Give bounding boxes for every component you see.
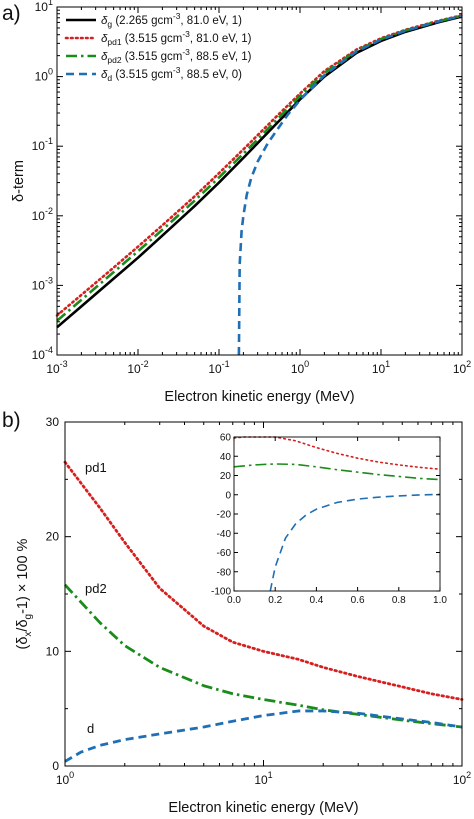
panel-a-y-tick-label: 10-3 [32, 275, 53, 292]
inset-y-tick-label: -60 [217, 548, 232, 559]
panel-a-x-tick-label: 10-3 [46, 359, 67, 376]
inset-y-tick-label: -100 [211, 587, 231, 598]
ylabel-sub1: x [23, 632, 34, 637]
panel-b-curve-labels: pd1 pd2 d [85, 460, 107, 736]
panel-b-y-tick-label: 20 [46, 530, 60, 544]
panel-b-x-axis-label: Electron kinetic energy (MeV) [168, 800, 358, 816]
panel-a-y-axis-label: δ-term [11, 160, 27, 202]
inset-x-tick-label: 0.2 [268, 595, 282, 606]
legend-label-d: δd (3.515 gcm-3, 88.5 eV, 0) [101, 65, 242, 83]
panel-a-series-pd2 [56, 14, 463, 322]
panel-a-letter: a) [2, 2, 21, 25]
inset-x-tick-label: 0.6 [351, 595, 365, 606]
panel-b-x-tick-label: 102 [453, 770, 471, 787]
inset-y-tick-label: -20 [217, 510, 232, 521]
panel-a-x-tick-label: 10-2 [127, 359, 148, 376]
panel-a-x-tick-label: 100 [291, 359, 309, 376]
panel-a-frame [56, 6, 463, 356]
inset-x-tick-label: 0.0 [227, 595, 241, 606]
inset-x-tick-label: 0.8 [392, 595, 406, 606]
panel-b-curves [63, 460, 464, 763]
panel-a-x-tick-label: 101 [372, 359, 390, 376]
legend-label-pd2: δpd2 (3.515 gcm-3, 88.5 eV, 1) [101, 47, 252, 65]
panel-b-x-tick-label: 100 [56, 770, 74, 787]
panel-b-series-d [64, 709, 463, 763]
panel-b-y-axis-label: (δx/δg-1) × 100 % [15, 538, 34, 649]
curve-label-d: d [87, 721, 94, 736]
panel-a-series-g [56, 15, 463, 329]
curve-label-pd1: pd1 [85, 460, 107, 475]
panel-a-series-pd1 [55, 14, 464, 317]
inset-y-tick-label: 0 [225, 490, 231, 501]
legend-label-pd1: δpd1 (3.515 gcm-3, 81.0 eV, 1) [101, 29, 252, 47]
panel-a-series-d [237, 14, 463, 356]
panel-a-y-tick-label: 100 [35, 67, 53, 84]
ylabel-pre: (δ [15, 637, 31, 650]
ylabel-sub2: g [23, 614, 34, 620]
panel-b-inset: 0.0 0.2 0.4 0.6 0.8 1.0 -100 -80 -60 -40 -20 0 20 40 6… [211, 433, 447, 607]
panel-b-y-tick-label: 30 [46, 415, 60, 429]
panel-a-y-tick-label: 10-2 [32, 206, 53, 223]
inset-y-tick-label: 20 [220, 471, 232, 482]
panel-a-legend: δg (2.265 gcm-3, 81.0 eV, 1)δpd1 (3.515 … [64, 11, 252, 83]
inset-x-tick-label: 0.4 [309, 595, 323, 606]
panel-a-x-tick-label: 102 [453, 359, 471, 376]
ylabel-post: -1) × 100 % [15, 538, 31, 613]
ylabel-mid: /δ [15, 619, 31, 631]
panel-a-y-tick-label: 101 [35, 0, 53, 14]
inset-series-pd2 [233, 463, 441, 481]
panel-b-y-tick-label: 10 [46, 644, 60, 658]
panel-a-chart: a) 10-3 10-2 10-1 100 101 10210-410-310-210-1… [2, 0, 471, 405]
inset-y-tick-label: 60 [220, 433, 232, 444]
inset-y-tick-label: -80 [217, 567, 232, 578]
inset-series-d [269, 493, 441, 592]
panel-a-x-tick-label: 10-1 [208, 359, 229, 376]
inset-y-tick-label: -40 [217, 529, 232, 540]
inset-y-tick-label: 40 [220, 452, 232, 463]
inset-x-tick-label: 1.0 [433, 595, 447, 606]
panel-b-y-tick-label: 0 [52, 759, 59, 773]
panel-b-series-pd1 [63, 460, 464, 701]
panel-a-curves [55, 14, 464, 356]
panel-a-x-axis-label: Electron kinetic energy (MeV) [164, 389, 354, 405]
curve-label-pd2: pd2 [85, 581, 107, 596]
panel-b-x-tick-label: 101 [254, 770, 272, 787]
panel-a-y-tick-label: 10-4 [32, 345, 53, 362]
legend-label-g: δg (2.265 gcm-3, 81.0 eV, 1) [101, 11, 242, 29]
panel-b-letter: b) [2, 409, 21, 432]
panel-a-y-tick-label: 10-1 [32, 136, 53, 153]
inset-background [234, 437, 440, 591]
